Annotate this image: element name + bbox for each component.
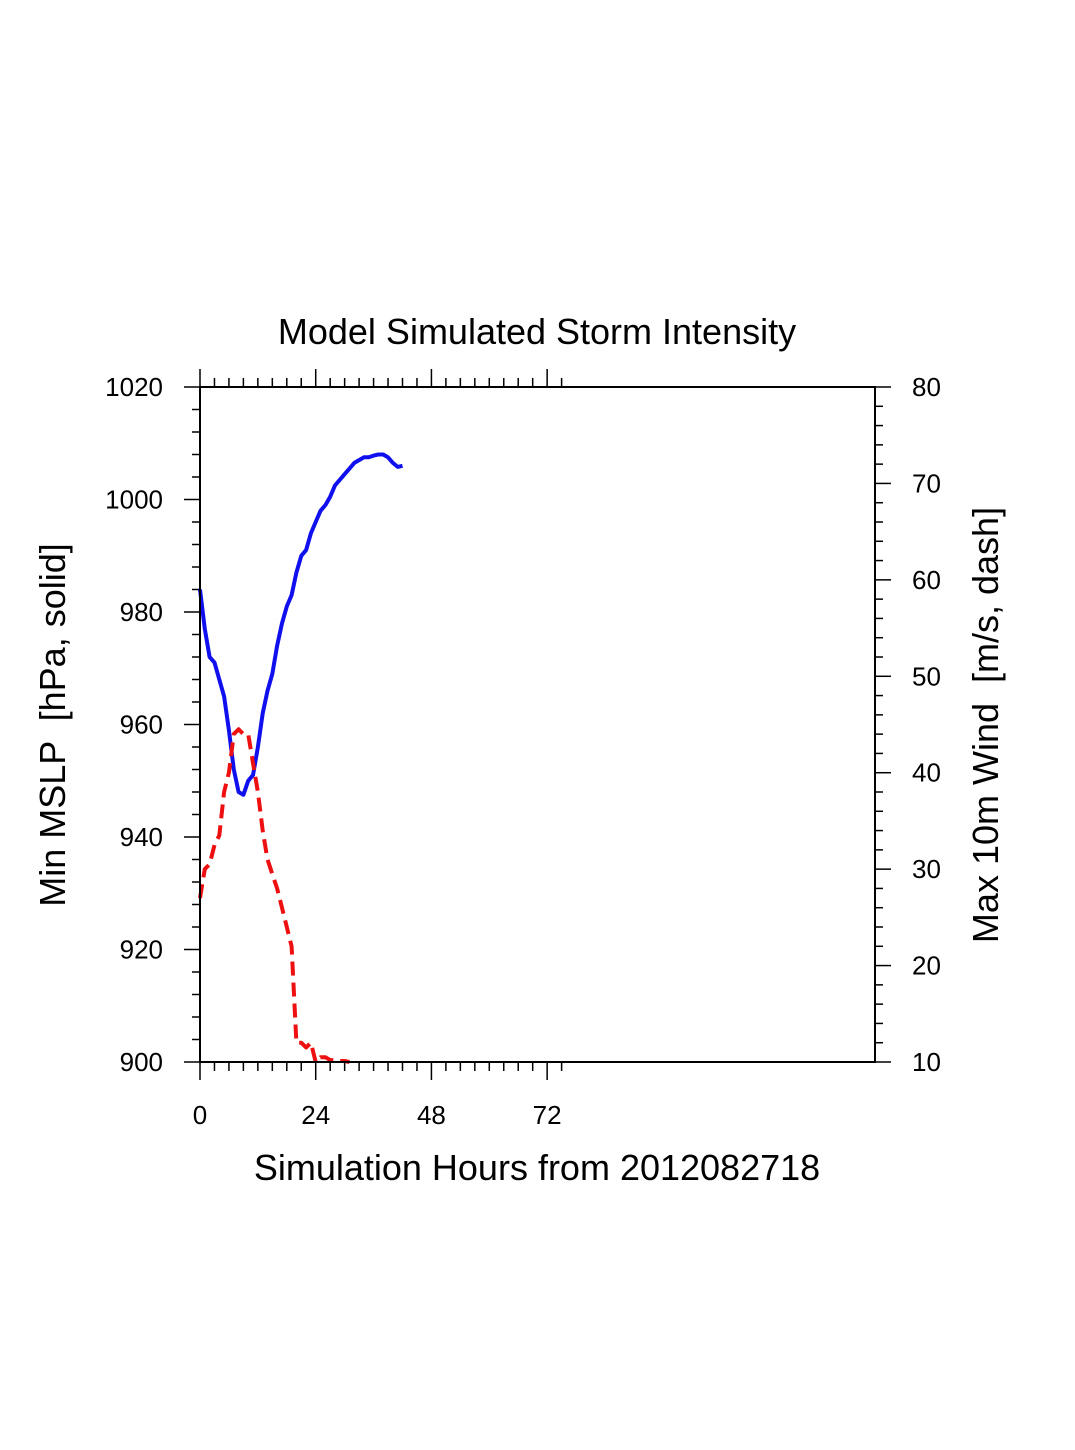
y-left-tick-label: 900 xyxy=(120,1047,163,1077)
y-axis-right-title: Max 10m Wind [m/s, dash] xyxy=(965,507,1006,943)
y-right-tick-label: 50 xyxy=(912,661,941,691)
y-right-tick-label: 10 xyxy=(912,1047,941,1077)
y-left-tick-label: 960 xyxy=(120,710,163,740)
wind-series-line xyxy=(198,727,350,1064)
x-tick-label: 72 xyxy=(533,1100,562,1130)
x-tick-label: 48 xyxy=(417,1100,446,1130)
y-right-tick-label: 70 xyxy=(912,468,941,498)
y-left-tick-label: 1000 xyxy=(105,485,163,515)
tick-labels: 0 24 48 72900920940960980100010201020304050… xyxy=(105,372,941,1130)
y-left-tick-label: 1020 xyxy=(105,372,163,402)
plot-frame xyxy=(199,386,876,1063)
series-layer xyxy=(198,452,403,1064)
axis-ticks xyxy=(184,369,891,1080)
y-left-tick-label: 980 xyxy=(120,597,163,627)
y-right-tick-label: 30 xyxy=(912,854,941,884)
x-tick-label: 24 xyxy=(301,1100,330,1130)
mslp-series-line xyxy=(198,452,403,797)
y-left-tick-label: 920 xyxy=(120,935,163,965)
y-axis-left-title: Min MSLP [hPa, solid] xyxy=(32,543,73,907)
y-right-tick-label: 80 xyxy=(912,372,941,402)
y-right-tick-label: 20 xyxy=(912,951,941,981)
x-axis-title: Simulation Hours from 2012082718 xyxy=(254,1147,820,1188)
x-tick-label: 0 xyxy=(193,1100,207,1130)
y-left-tick-label: 940 xyxy=(120,822,163,852)
chart-title: Model Simulated Storm Intensity xyxy=(278,311,796,352)
y-right-tick-label: 60 xyxy=(912,565,941,595)
y-right-tick-label: 40 xyxy=(912,758,941,788)
